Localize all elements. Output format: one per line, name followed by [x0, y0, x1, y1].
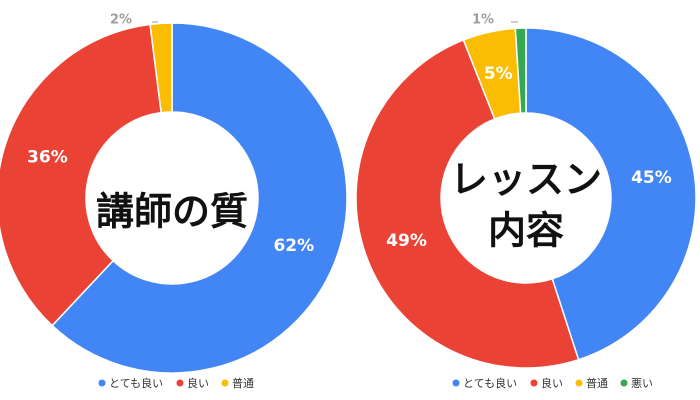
legend-swatch-2-1 — [452, 379, 460, 387]
legend-swatch-1-2 — [176, 379, 184, 387]
slice-label-2-3: 5% — [484, 64, 513, 84]
legend-label-1-3: 普通 — [232, 376, 254, 390]
legend-swatch-1-3 — [221, 379, 229, 387]
slice-2-2 — [355, 38, 580, 369]
slice-label-2-4: 1% — [472, 13, 494, 28]
slice-1-3 — [149, 22, 173, 114]
center-title-1-line-1: 講師の質 — [96, 190, 248, 234]
slice-label-2-2: 49% — [386, 231, 427, 251]
legend-swatch-2-2 — [530, 379, 538, 387]
center-title-2-line-1: レッスン — [450, 158, 602, 202]
legend-swatch-2-3 — [575, 379, 583, 387]
slice-2-1 — [525, 27, 697, 361]
legend-label-2-4: 悪い — [631, 377, 653, 390]
slice-1-2 — [0, 23, 163, 327]
legend-label-1-2: 良い — [187, 376, 209, 390]
legend-label-2-1: とても良い — [463, 376, 517, 390]
slice-label-1-2: 36% — [27, 148, 68, 168]
slice-label-2-1: 45% — [631, 168, 672, 188]
legend-label-1-1: とても良い — [109, 376, 163, 390]
center-title-2-line-2: 内容 — [488, 209, 564, 253]
slice-label-1-3: 2% — [110, 13, 132, 28]
legend-1: とても良い 良い 普通 — [98, 376, 254, 390]
legend-label-2-3: 普通 — [586, 376, 608, 390]
slice-2-4 — [514, 27, 527, 114]
legend-label-2-2: 良い — [541, 376, 563, 390]
legend-swatch-1-1 — [98, 379, 106, 387]
legend-2: とても良い 良い 普通 悪い — [452, 376, 653, 390]
slice-1-1 — [51, 22, 348, 374]
legend-swatch-2-4 — [620, 379, 628, 387]
slice-label-1-1: 62% — [273, 236, 314, 256]
